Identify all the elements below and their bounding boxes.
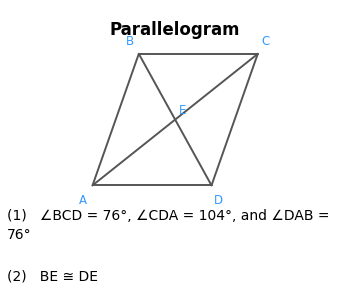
Text: Parallelogram: Parallelogram xyxy=(110,21,240,39)
Text: (1)   ∠BCD = 76°, ∠CDA = 104°, and ∠DAB =
76°: (1) ∠BCD = 76°, ∠CDA = 104°, and ∠DAB = … xyxy=(7,209,329,242)
Text: E: E xyxy=(179,104,186,117)
Text: D: D xyxy=(214,194,223,207)
Text: A: A xyxy=(79,194,87,207)
Text: (2)   BE ≅ DE: (2) BE ≅ DE xyxy=(7,269,98,283)
Text: B: B xyxy=(126,35,134,48)
Text: C: C xyxy=(261,35,269,48)
